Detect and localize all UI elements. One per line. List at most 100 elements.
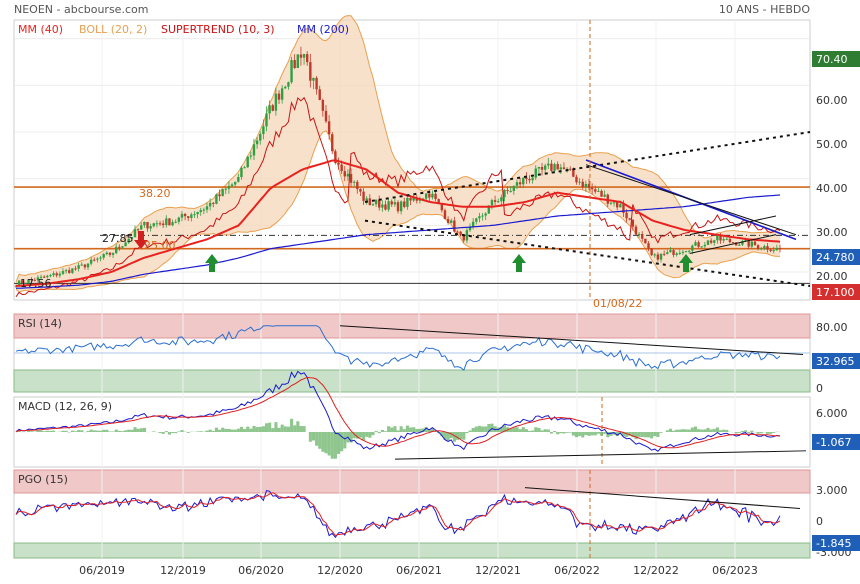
price-low-tag-text: 17.100 xyxy=(816,286,855,299)
candle-body xyxy=(81,265,83,266)
candle-body xyxy=(553,164,555,171)
macd-hist-bar xyxy=(312,432,315,440)
candle-body xyxy=(193,214,195,215)
macd-hist-bar xyxy=(133,427,136,432)
candle-body xyxy=(159,223,161,224)
candle-body xyxy=(353,182,355,183)
candle-body xyxy=(751,242,753,247)
x-tick-3: 12/2020 xyxy=(317,564,363,577)
candle-body xyxy=(384,204,386,209)
macd-hist-bar xyxy=(371,432,374,435)
macd-hist-bar xyxy=(660,432,663,433)
macd-hist-bar xyxy=(669,429,672,432)
macd-hist-bar xyxy=(681,429,684,432)
candle-body xyxy=(306,54,308,62)
macd-hist-bar xyxy=(553,431,556,432)
candle-body xyxy=(672,250,674,255)
candle-body xyxy=(262,126,264,134)
candle-body xyxy=(679,253,681,254)
candle-body xyxy=(315,78,317,89)
candle-body xyxy=(109,253,111,255)
candle-body xyxy=(106,253,108,254)
candle-body xyxy=(337,163,339,165)
macd-hist-bar xyxy=(96,431,99,432)
macd-hist-bar xyxy=(638,432,641,437)
macd-hist-bar xyxy=(475,427,478,432)
candle-body xyxy=(525,178,527,179)
macd-hist-bar xyxy=(722,430,725,432)
candle-body xyxy=(729,239,731,242)
candle-body xyxy=(325,111,327,121)
x-tick-4: 06/2021 xyxy=(396,564,442,577)
chart-title: NEOEN - abcbourse.com xyxy=(14,3,148,16)
candle-body xyxy=(506,190,508,191)
macd-hist-bar xyxy=(61,431,64,432)
candle-body xyxy=(456,232,458,233)
candle-body xyxy=(65,270,67,271)
macd-hist-bar xyxy=(152,431,155,432)
macd-hist-bar xyxy=(124,430,127,432)
macd-hist-bar xyxy=(30,431,33,432)
candle-body xyxy=(118,247,120,248)
macd-hist-bar xyxy=(303,426,306,432)
macd-hist-bar xyxy=(744,430,747,432)
macd-hist-bar xyxy=(262,426,265,432)
macd-hist-bar xyxy=(741,431,744,432)
level-low-label: 25.00 xyxy=(144,239,176,252)
macd-hist-bar xyxy=(343,432,346,448)
candle-body xyxy=(200,210,202,212)
candle-body xyxy=(544,166,546,170)
candle-body xyxy=(62,271,64,274)
macd-hist-bar xyxy=(544,429,547,432)
candle-body xyxy=(322,100,324,111)
candle-body xyxy=(619,204,621,207)
rsi-tag-text: 32.965 xyxy=(816,355,855,368)
macd-hist-bar xyxy=(49,431,52,432)
macd-hist-bar xyxy=(180,430,183,432)
macd-hist-bar xyxy=(462,432,465,440)
candle-body xyxy=(356,182,358,189)
candle-body xyxy=(187,216,189,218)
candle-body xyxy=(582,182,584,187)
candle-body xyxy=(760,248,762,249)
candle-body xyxy=(528,179,530,180)
chart-subtitle: 10 ANS - HEBDO xyxy=(719,3,810,16)
candle-body xyxy=(265,113,267,126)
candle-body xyxy=(218,194,220,196)
candle-body xyxy=(153,223,155,226)
candle-body xyxy=(726,239,728,240)
candle-body xyxy=(225,189,227,190)
candle-body xyxy=(654,254,656,255)
candle-body xyxy=(632,220,634,227)
candle-body xyxy=(293,60,295,68)
macd-hist-bar xyxy=(531,430,534,432)
macd-hist-bar xyxy=(393,426,396,432)
candle-body xyxy=(409,198,411,201)
macd-hist-bar xyxy=(362,432,365,440)
macd-hist-bar xyxy=(691,428,694,432)
candle-body xyxy=(378,200,380,208)
x-tick-6: 06/2022 xyxy=(554,564,600,577)
macd-hist-bar xyxy=(159,432,162,433)
macd-hist-bar xyxy=(43,431,46,432)
macd-hist-bar xyxy=(384,431,387,432)
candle-body xyxy=(178,218,180,222)
macd-hist-bar xyxy=(515,427,518,432)
macd-hist-bar xyxy=(237,429,240,432)
macd-hist-bar xyxy=(738,432,741,433)
candle-body xyxy=(165,218,167,225)
price-tick-20: 20.00 xyxy=(816,270,848,283)
candle-body xyxy=(763,246,765,248)
macd-hist-bar xyxy=(99,431,102,432)
macd-hist-bar xyxy=(644,432,647,437)
pgo-low-zone xyxy=(14,543,810,558)
macd-hist-bar xyxy=(243,429,246,432)
candle-body xyxy=(243,167,245,168)
candle-body xyxy=(472,222,474,227)
candle-body xyxy=(319,89,321,100)
x-axis: 06/2019 12/2019 06/2020 12/2020 06/2021 … xyxy=(79,564,758,577)
candle-body xyxy=(625,213,627,218)
macd-hist-bar xyxy=(569,432,572,433)
macd-hist-bar xyxy=(566,432,569,433)
